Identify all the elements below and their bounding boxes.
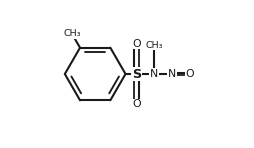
Text: O: O: [186, 69, 194, 79]
Text: N: N: [168, 69, 176, 79]
Text: CH₃: CH₃: [146, 41, 163, 50]
Text: CH₃: CH₃: [63, 29, 81, 38]
Text: O: O: [132, 99, 141, 109]
Text: N: N: [150, 69, 158, 79]
Text: S: S: [132, 67, 141, 81]
Text: O: O: [132, 39, 141, 49]
